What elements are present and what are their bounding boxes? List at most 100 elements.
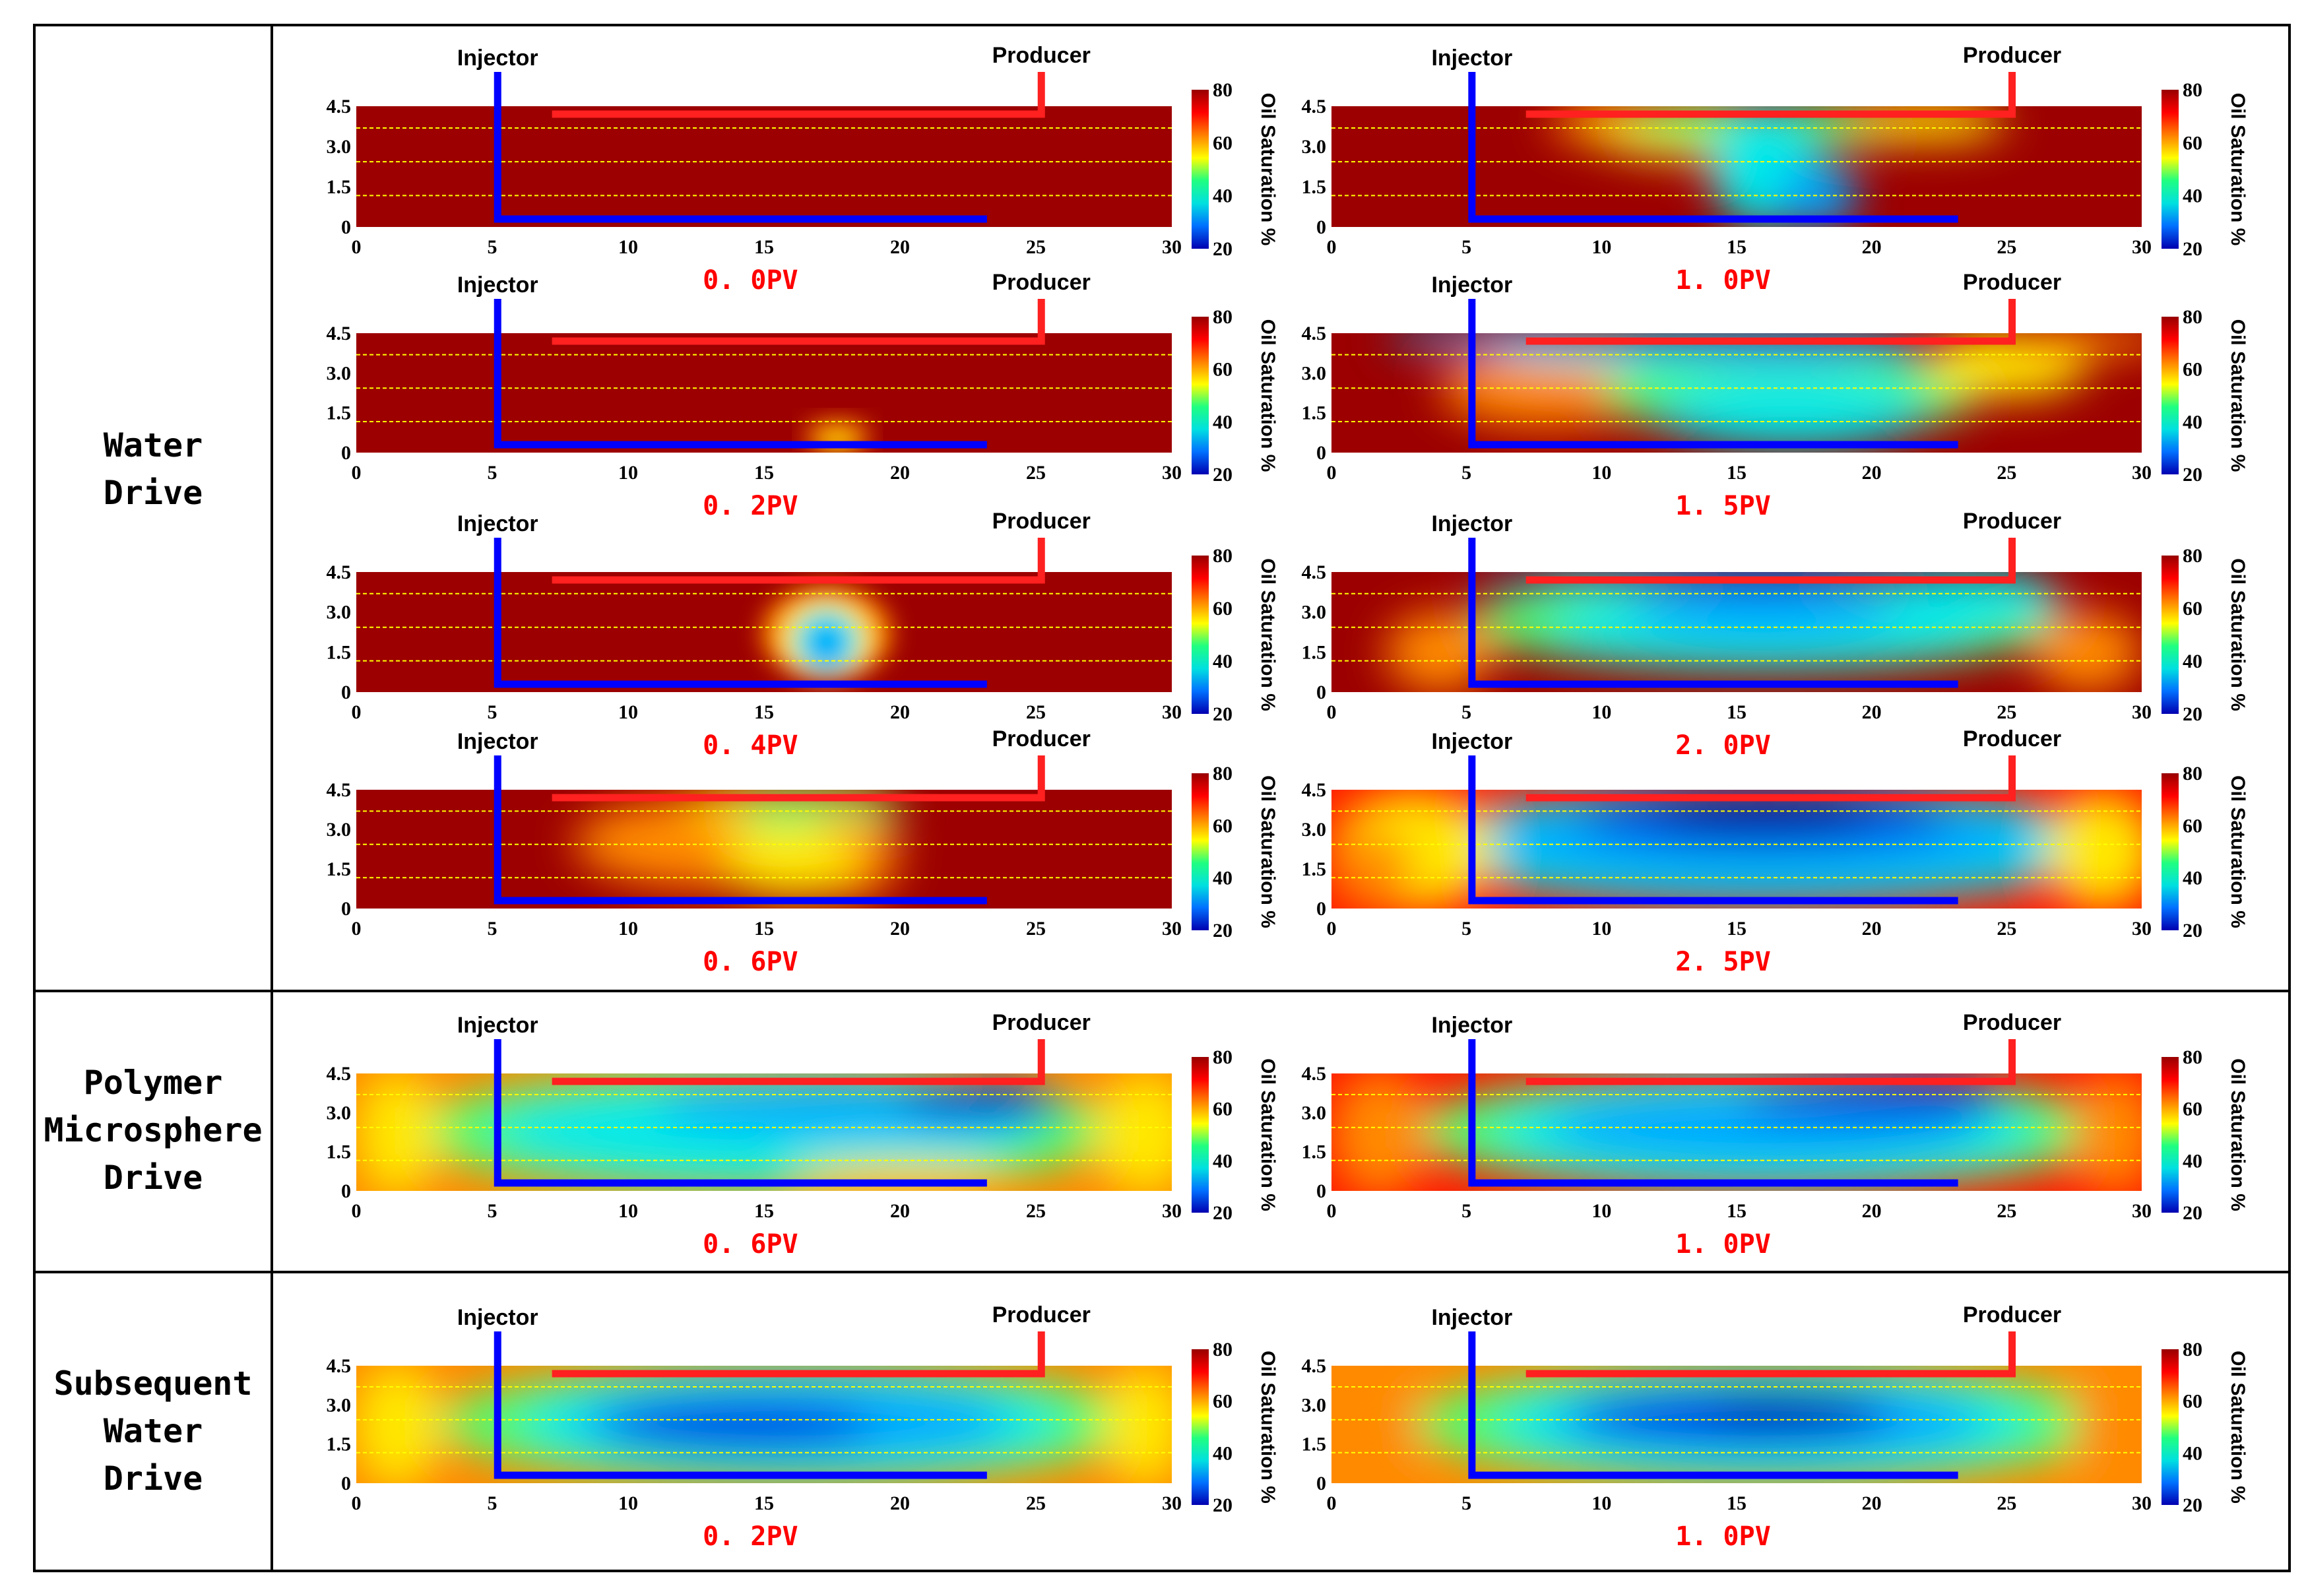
saturation-blob: [723, 824, 860, 898]
y-tick-label: 4.5: [1302, 779, 1327, 801]
saturation-blob: [900, 1083, 1064, 1126]
x-tick-label: 10: [1591, 236, 1611, 258]
saturation-blob: [1331, 829, 1413, 909]
x-tick-label: 30: [1162, 462, 1182, 484]
panel-wd-25: Injector Producer 4.5 3.0 1.5 00 5 10 15 20 25 30 2.…: [1302, 726, 2249, 977]
panel-pm-06: Injector Producer 4.5 3.0 1.5 00 5 10 15 20 25 30 0.…: [327, 1010, 1279, 1260]
colorbar-tick-label: 60: [2183, 132, 2202, 154]
colorbar-tick-label: 80: [1213, 1339, 1233, 1360]
colorbar-title: Oil Saturation %: [1257, 319, 1279, 472]
panels: Injector Producer 4.5 3.0 1.5 0 0 5 10 15 20 25 30 0.…: [327, 43, 2249, 1552]
colorbar-tick-label: 60: [2183, 598, 2202, 620]
x-tick-label: 5: [1461, 918, 1471, 940]
row-label-polymer-microsphere-drive-line: Microsphere: [44, 1111, 262, 1149]
x-tick-label: 20: [890, 1492, 910, 1514]
x-tick-label: 30: [1162, 236, 1182, 258]
y-tick-label: 4.5: [1302, 1063, 1327, 1085]
y-tick-label: 4.5: [327, 1063, 352, 1085]
y-tick-label: 1.5: [1302, 402, 1327, 424]
colorbar: [2162, 556, 2179, 714]
outer-border: [33, 24, 2291, 1572]
x-tick-label: 30: [1162, 1492, 1182, 1514]
x-tick-label: 15: [754, 918, 774, 940]
row-label-water-drive-line: Drive: [104, 474, 203, 512]
colorbar: [2162, 773, 2179, 930]
y-tick-label: 4.5: [327, 779, 352, 801]
panel-wd-06: Injector Producer 4.5 3.0 1.5 00 5 10 15 20 25 30 0.…: [327, 726, 1279, 977]
x-tick-label: 25: [1997, 462, 2016, 484]
x-tick-label: 15: [1727, 236, 1746, 258]
pv-label: 1. 5PV: [1675, 491, 1771, 521]
saturation-field: [1331, 106, 2142, 227]
colorbar-tick-label: 20: [2183, 238, 2202, 260]
saturation-blob: [1439, 352, 1656, 426]
producer-well: [1525, 1039, 2016, 1085]
x-tick-label: 20: [1862, 701, 1882, 723]
producer-label: Producer: [1963, 726, 2061, 751]
x-tick-label: 10: [618, 701, 638, 723]
colorbar: [1192, 773, 1209, 930]
injector-label: Injector: [457, 1305, 538, 1330]
injector-well: [494, 755, 987, 905]
producer-well: [552, 1039, 1045, 1085]
producer-label: Producer: [1963, 509, 2061, 534]
y-tick-label: 0: [1316, 682, 1326, 703]
colorbar-title: Oil Saturation %: [2227, 319, 2249, 472]
colorbar-tick-label: 60: [1213, 1099, 1233, 1120]
colorbar-tick-label: 80: [2183, 763, 2202, 784]
row-label-subsequent-water-drive-line: Subsequent: [53, 1364, 252, 1403]
producer-well: [1525, 299, 2016, 345]
injector-well: [1468, 1331, 1958, 1479]
x-tick-label: 0: [352, 1492, 362, 1514]
x-tick-label: 5: [1461, 701, 1471, 723]
y-tick-label: 1.5: [1302, 1434, 1327, 1455]
x-tick-label: 25: [1997, 701, 2016, 723]
x-tick-label: 25: [1997, 1200, 2016, 1222]
x-tick-label: 5: [488, 1200, 497, 1222]
saturation-blob: [1385, 612, 1494, 692]
colorbar-tick-label: 40: [2183, 411, 2202, 433]
y-tick-label: 0: [1316, 216, 1326, 238]
field-blobs: [356, 1366, 1172, 1483]
x-tick-label: 0: [1327, 1492, 1337, 1514]
colorbar-tick-label: 60: [2183, 1391, 2202, 1413]
y-tick-label: 1.5: [1302, 1141, 1327, 1163]
x-tick-label: 25: [1026, 1492, 1046, 1514]
injector-well: [494, 538, 987, 688]
producer-label: Producer: [992, 509, 1091, 534]
colorbar-tick-label: 20: [2183, 464, 2202, 486]
x-tick-label: 0: [352, 918, 362, 940]
y-tick-label: 3.0: [1302, 136, 1327, 158]
x-tick-label: 0: [352, 236, 362, 258]
injector-label: Injector: [1431, 46, 1512, 71]
saturation-field: [356, 790, 1172, 909]
y-tick-label: 4.5: [1302, 1355, 1327, 1377]
injector-label: Injector: [457, 511, 538, 536]
colorbar: [1192, 1057, 1209, 1213]
x-tick-label: 0: [352, 462, 362, 484]
producer-label: Producer: [1963, 43, 2061, 68]
colorbar-tick-label: 60: [1213, 1391, 1233, 1413]
pv-label: 1. 0PV: [1675, 265, 1771, 296]
pv-label: 0. 6PV: [703, 947, 798, 977]
x-tick-label: 20: [1862, 236, 1882, 258]
saturation-field: [356, 333, 1172, 453]
field-background: [356, 106, 1172, 227]
pv-label: 2. 0PV: [1675, 730, 1771, 761]
colorbar: [2162, 317, 2179, 474]
colorbar: [2162, 1349, 2179, 1505]
producer-well: [552, 755, 1045, 802]
colorbar-tick-label: 40: [2183, 651, 2202, 672]
colorbar-title: Oil Saturation %: [1257, 1351, 1279, 1504]
y-tick-label: 1.5: [1302, 858, 1327, 880]
injector-well: [494, 299, 987, 449]
x-tick-label: 10: [618, 918, 638, 940]
panel-wd-00: Injector Producer 4.5 3.0 1.5 00 5 10 15 20 25 30 0.…: [327, 43, 1279, 296]
y-tick-label: 3.0: [1302, 819, 1327, 841]
field-blobs: [1547, 106, 2007, 227]
colorbar-tick-label: 80: [2183, 1339, 2202, 1360]
pv-label: 0. 2PV: [703, 1521, 798, 1552]
colorbar-title: Oil Saturation %: [2227, 558, 2249, 711]
colorbar-tick-label: 80: [1213, 545, 1233, 567]
y-tick-label: 4.5: [327, 323, 352, 344]
